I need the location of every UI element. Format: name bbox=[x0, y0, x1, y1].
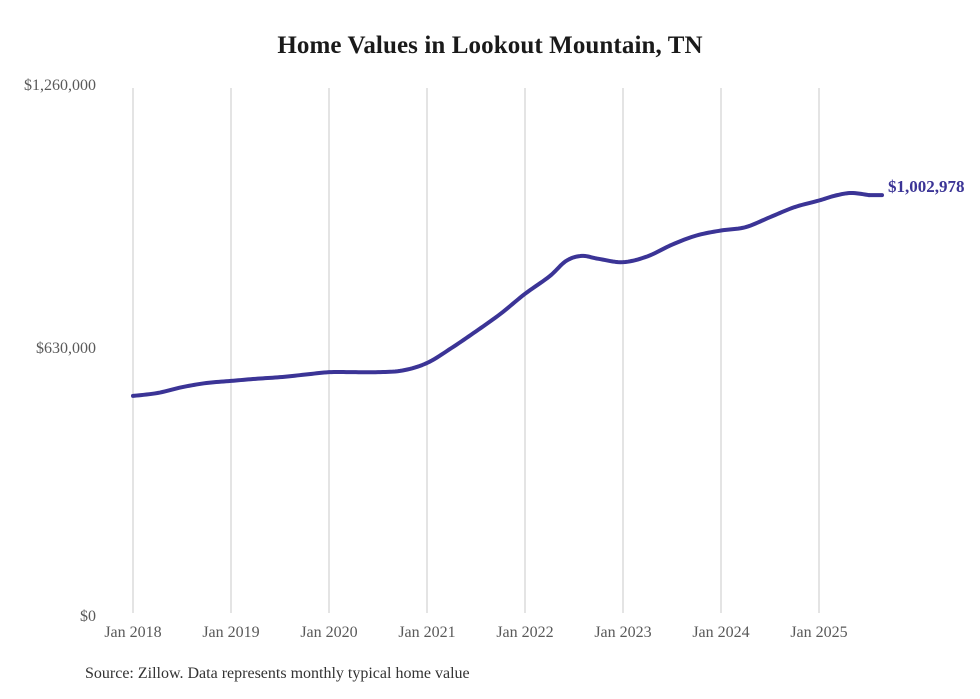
end-value-annotation: $1,002,978 bbox=[888, 177, 965, 196]
source-caption: Source: Zillow. Data represents monthly … bbox=[85, 665, 470, 682]
x-axis-tick-label: Jan 2021 bbox=[398, 624, 456, 641]
page-title: Home Values in Lookout Mountain, TN bbox=[277, 32, 703, 59]
x-axis-tick-label: Jan 2020 bbox=[300, 624, 358, 641]
home-value-trend-line bbox=[131, 191, 871, 398]
x-axis-tick-label: Jan 2024 bbox=[692, 624, 750, 641]
x-axis-tick-label: Jan 2018 bbox=[104, 624, 162, 641]
x-axis-tick-label: Jan 2023 bbox=[594, 624, 652, 641]
vertical-gridlines bbox=[132, 88, 820, 613]
y-axis-tick-label: $1,260,000 bbox=[24, 77, 96, 94]
x-axis-tick-label: Jan 2025 bbox=[790, 624, 848, 641]
y-axis-tick-label: $630,000 bbox=[36, 340, 96, 357]
y-axis-tick-label: $0 bbox=[80, 608, 96, 625]
x-axis-tick-label: Jan 2022 bbox=[496, 624, 554, 641]
x-axis-tick-label: Jan 2019 bbox=[202, 624, 260, 641]
